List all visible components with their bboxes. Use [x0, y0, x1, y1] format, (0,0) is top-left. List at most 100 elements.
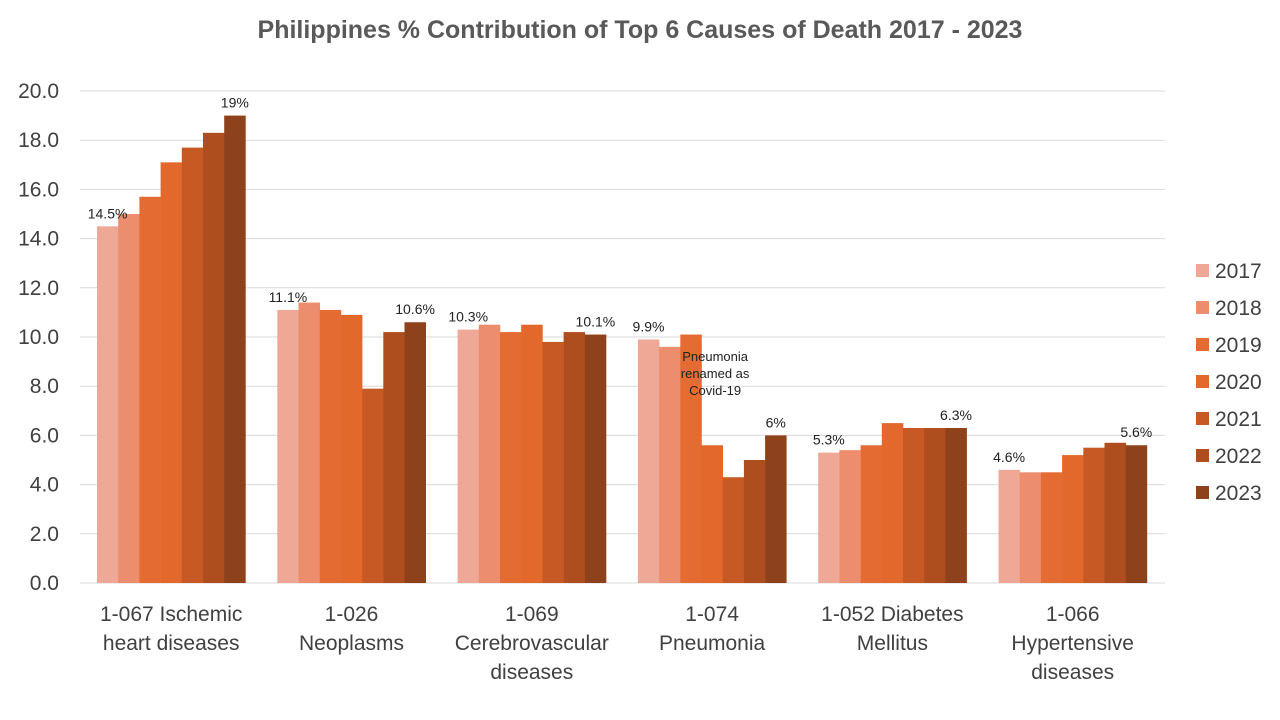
bar	[383, 332, 405, 583]
legend-label: 2022	[1215, 445, 1262, 468]
bar	[903, 428, 925, 583]
bar	[637, 339, 660, 583]
bar	[404, 322, 426, 583]
category-label: 1-074	[685, 603, 739, 626]
data-label: 4.6%	[993, 449, 1025, 465]
legend-label: 2019	[1215, 334, 1262, 357]
bar	[945, 428, 967, 583]
bar	[818, 452, 840, 583]
y-axis: 0.0 2.0 4.0 6.0 8.0 10.0 12.0 14.0 16.0 18.0 20.0	[18, 80, 59, 595]
category-label: diseases	[1031, 661, 1114, 684]
bar	[340, 314, 363, 583]
bar	[1083, 447, 1105, 583]
y-tick-label: 8.0	[30, 375, 59, 398]
bar	[881, 423, 904, 583]
bar	[839, 450, 861, 583]
bar	[181, 147, 204, 583]
y-tick-label: 12.0	[18, 277, 59, 300]
bar	[860, 445, 883, 583]
y-tick-label: 20.0	[18, 80, 59, 103]
legend-label: 2021	[1215, 408, 1262, 431]
bar	[362, 388, 384, 583]
bar	[542, 341, 564, 583]
annotation-label: renamed as	[681, 366, 750, 381]
data-label: 10.3%	[448, 309, 488, 325]
y-tick-label: 16.0	[18, 178, 59, 201]
gridlines	[80, 90, 1165, 584]
bar	[563, 332, 586, 583]
data-label: 5.6%	[1120, 424, 1152, 440]
y-tick-label: 14.0	[18, 228, 59, 251]
legend-swatch	[1196, 412, 1209, 425]
bars	[97, 115, 1148, 584]
category-label: 1-067 Ischemic	[100, 603, 242, 626]
bar	[500, 332, 522, 583]
bar	[701, 445, 723, 583]
bar	[160, 162, 183, 583]
bar	[680, 334, 702, 583]
bar	[97, 226, 119, 584]
legend-swatch	[1196, 338, 1209, 351]
legend: 2017 2018 2019 2020 2021 2022 2023	[1196, 260, 1262, 505]
bar	[1104, 442, 1126, 583]
bar	[457, 329, 480, 583]
legend-label: 2023	[1215, 482, 1262, 505]
bar	[298, 302, 320, 583]
category-label: 1-026	[325, 603, 379, 626]
data-label: 14.5%	[88, 205, 128, 221]
category-label: 1-069	[505, 603, 559, 626]
category-label: Neoplasms	[299, 632, 404, 655]
data-label: 9.9%	[633, 318, 665, 334]
bar	[924, 428, 946, 583]
bar	[224, 115, 246, 583]
bar	[139, 196, 161, 583]
bar	[743, 460, 766, 583]
bar	[1125, 445, 1148, 583]
x-axis-categories: 1-067 Ischemic heart diseases 1-026 Neoplas…	[100, 603, 1134, 684]
y-tick-label: 0.0	[30, 572, 59, 595]
bar	[1040, 472, 1063, 583]
category-label: 1-052 Diabetes	[821, 603, 963, 626]
y-tick-label: 18.0	[18, 129, 59, 152]
legend-swatch	[1196, 449, 1209, 462]
bar	[584, 334, 607, 583]
legend-swatch	[1196, 486, 1209, 499]
annotation-label: Covid-19	[689, 383, 741, 398]
legend-swatch	[1196, 301, 1209, 314]
category-label: heart diseases	[103, 632, 240, 655]
bar	[203, 132, 225, 583]
bar	[478, 324, 501, 583]
legend-label: 2020	[1215, 371, 1262, 394]
data-label: 6%	[766, 414, 786, 430]
chart-title: Philippines % Contribution of Top 6 Caus…	[257, 16, 1023, 44]
data-label: 19%	[221, 95, 249, 111]
data-label: 6.3%	[940, 407, 972, 423]
category-label: Hypertensive	[1011, 632, 1134, 655]
legend-swatch	[1196, 264, 1209, 277]
bar	[319, 309, 342, 583]
legend-label: 2017	[1215, 260, 1262, 283]
category-label: 1-066	[1046, 603, 1100, 626]
bar	[521, 324, 543, 583]
bar	[722, 477, 745, 583]
category-label: Pneumonia	[659, 632, 766, 655]
y-tick-label: 10.0	[18, 326, 59, 349]
bar	[765, 435, 787, 583]
data-label: 10.1%	[576, 314, 616, 330]
data-label: 11.1%	[269, 289, 308, 305]
bar	[659, 346, 681, 583]
y-tick-label: 2.0	[30, 523, 59, 546]
bar	[118, 214, 140, 583]
bar	[277, 309, 299, 583]
y-tick-label: 4.0	[30, 474, 59, 497]
bar	[1062, 455, 1084, 583]
category-label: Cerebrovascular	[455, 632, 609, 655]
legend-label: 2018	[1215, 297, 1262, 320]
data-labels: 14.5% 19% 11.1% 10.6% 10.3% 10.1% 9.9% 6% 5.3% 6.…	[88, 95, 1153, 465]
legend-swatch	[1196, 375, 1209, 388]
data-label: 10.6%	[395, 301, 435, 317]
category-label: Mellitus	[857, 632, 928, 655]
bar	[1019, 472, 1042, 583]
bar	[998, 469, 1020, 583]
